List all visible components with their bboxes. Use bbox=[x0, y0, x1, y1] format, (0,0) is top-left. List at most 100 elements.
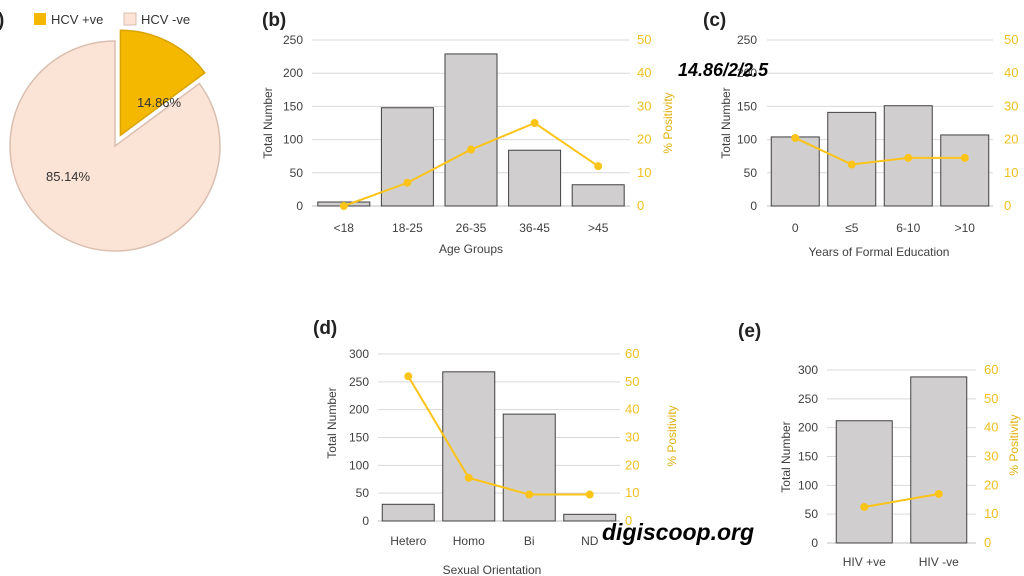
y-tick-label: 150 bbox=[737, 99, 757, 113]
x-axis-label-d: Sexual Orientation bbox=[443, 563, 542, 576]
y2-tick-label: 40 bbox=[984, 420, 998, 435]
panel-label-e: (e) bbox=[738, 321, 761, 342]
bar bbox=[563, 513, 617, 522]
pie-slice-hcv-neg bbox=[9, 40, 221, 252]
y2-tick-label: 10 bbox=[1004, 165, 1018, 180]
pie-slice-hcv-pos bbox=[119, 29, 206, 137]
y-tick-label: 200 bbox=[798, 421, 818, 435]
bar bbox=[827, 111, 877, 207]
positivity-point bbox=[847, 160, 856, 169]
positivity-point bbox=[791, 133, 800, 142]
bar bbox=[571, 184, 625, 207]
y2-tick-label: 20 bbox=[1004, 132, 1018, 147]
y-tick-label: 150 bbox=[349, 431, 369, 445]
y-tick-label: 50 bbox=[805, 507, 819, 521]
x-tick-label: HIV -ve bbox=[919, 555, 959, 569]
y2-tick-label: 10 bbox=[637, 165, 651, 180]
y2-tick-label: 30 bbox=[1004, 98, 1018, 113]
y-tick-label: 300 bbox=[798, 363, 818, 377]
y-tick-label: 250 bbox=[349, 375, 369, 389]
positivity-point bbox=[404, 372, 413, 381]
positivity-point bbox=[525, 490, 534, 499]
x-axis-label-b: Age Groups bbox=[439, 242, 503, 256]
y2-tick-label: 30 bbox=[625, 430, 639, 445]
y-tick-label: 250 bbox=[737, 33, 757, 47]
bar bbox=[502, 413, 556, 522]
y2-tick-label: 60 bbox=[984, 362, 998, 377]
y-tick-label: 200 bbox=[737, 66, 757, 80]
legend-swatch-hcv-neg bbox=[123, 12, 137, 26]
x-axis-label-c: Years of Formal Education bbox=[809, 245, 950, 259]
y-tick-label: 100 bbox=[798, 478, 818, 492]
x-tick-label: <18 bbox=[334, 221, 355, 235]
pie-data-label-hcv-pos: 14.86% bbox=[137, 95, 182, 110]
y-tick-label: 0 bbox=[750, 199, 757, 213]
y-tick-label: 50 bbox=[290, 166, 304, 180]
x-tick-label: 36-45 bbox=[519, 221, 550, 235]
y2-tick-label: 20 bbox=[984, 477, 998, 492]
bar bbox=[380, 107, 434, 207]
y-tick-label: 50 bbox=[744, 166, 758, 180]
bar bbox=[508, 149, 562, 207]
pie-chart-hcv: ) HCV +ve HCV -ve 14.86% 85.14% bbox=[0, 10, 221, 252]
panel-label-a: ) bbox=[0, 10, 4, 31]
x-tick-label: 6-10 bbox=[896, 221, 920, 235]
y2-tick-label: 30 bbox=[984, 449, 998, 464]
positivity-point bbox=[960, 153, 969, 162]
y-tick-label: 100 bbox=[349, 458, 369, 472]
y-tick-label: 100 bbox=[737, 133, 757, 147]
positivity-point bbox=[530, 119, 539, 127]
positivity-point bbox=[934, 489, 943, 498]
x-tick-label: Homo bbox=[453, 534, 485, 548]
positivity-point bbox=[904, 153, 913, 162]
bar bbox=[940, 134, 990, 207]
y-axis-label-e: Total Number bbox=[779, 421, 793, 492]
y-tick-label: 150 bbox=[798, 450, 818, 464]
x-tick-label: HIV +ve bbox=[843, 555, 886, 569]
y2-tick-label: 50 bbox=[984, 391, 998, 406]
y-tick-label: 200 bbox=[349, 403, 369, 417]
positivity-line bbox=[864, 492, 939, 508]
y2-tick-label: 10 bbox=[625, 485, 639, 500]
y2-tick-label: 0 bbox=[625, 513, 632, 528]
positivity-point bbox=[403, 178, 412, 187]
y2-tick-label: 50 bbox=[637, 32, 651, 47]
bar bbox=[770, 136, 820, 207]
legend-label-hcv-neg: HCV -ve bbox=[141, 12, 190, 27]
positivity-point bbox=[464, 473, 473, 482]
panel-label-b: (b) bbox=[262, 10, 286, 31]
chart-formal-education: (c) 0 50 100 150 200 250 0 10 20 30 40 50 0 ≤5 6-10 >10… bbox=[703, 10, 1018, 259]
watermark-top: 14.86/2/2.5 bbox=[678, 60, 769, 80]
positivity-line bbox=[794, 137, 965, 166]
y2-tick-label: 40 bbox=[637, 65, 651, 80]
bar bbox=[381, 503, 435, 522]
pie-data-label-hcv-neg: 85.14% bbox=[46, 169, 91, 184]
y-tick-label: 50 bbox=[356, 486, 370, 500]
x-tick-label: Bi bbox=[524, 534, 535, 548]
x-tick-label: 18-25 bbox=[392, 221, 423, 235]
positivity-point bbox=[585, 490, 594, 499]
y2-axis-label-e: % Positivity bbox=[1007, 414, 1021, 475]
panel-label-c: (c) bbox=[703, 10, 726, 31]
legend-swatch-hcv-pos bbox=[34, 13, 46, 25]
y-axis-label-c: Total Number bbox=[719, 87, 733, 158]
y-tick-label: 0 bbox=[811, 536, 818, 550]
bar bbox=[444, 53, 498, 207]
y2-tick-label: 40 bbox=[625, 402, 639, 417]
y-tick-label: 0 bbox=[362, 514, 369, 528]
x-tick-label: ≤5 bbox=[845, 221, 859, 235]
y2-axis-label-d: % Positivity bbox=[665, 405, 679, 466]
y-tick-label: 0 bbox=[296, 199, 303, 213]
y2-tick-label: 20 bbox=[637, 132, 651, 147]
y2-tick-label: 0 bbox=[984, 535, 991, 550]
legend-label-hcv-pos: HCV +ve bbox=[51, 12, 103, 27]
chart-hiv-status: (e) 0 50 100 150 200 250 300 0 10 20 30 40 50 60 HIV +… bbox=[738, 321, 1021, 569]
x-tick-label: >45 bbox=[588, 221, 609, 235]
positivity-point bbox=[594, 162, 603, 171]
positivity-point bbox=[467, 145, 475, 154]
y2-tick-label: 20 bbox=[625, 457, 639, 472]
chart-sexual-orientation: (d) 0 50 100 150 200 250 300 0 10 20 30 40 50 60 Heter… bbox=[313, 318, 679, 576]
bar bbox=[835, 420, 893, 544]
watermark-bottom: digiscoop.org bbox=[602, 519, 754, 545]
